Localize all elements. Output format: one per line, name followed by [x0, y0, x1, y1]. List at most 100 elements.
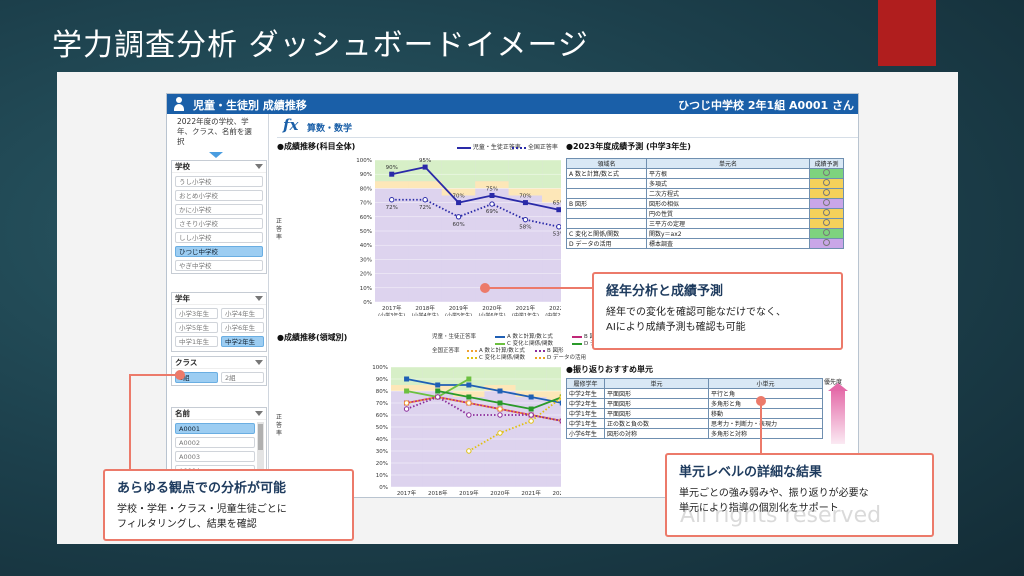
domain-series [406, 396, 561, 422]
face-icon [823, 169, 830, 176]
band-mid [422, 385, 454, 391]
unit-cell: 関数y＝ax2 [646, 228, 810, 239]
name-filter-label: 名前 [175, 409, 190, 418]
grade-option[interactable]: 中学1年生 [175, 336, 218, 347]
filter-clear-icon[interactable] [255, 360, 263, 365]
prediction-row: 多項式 [566, 178, 844, 189]
school-option[interactable]: ひつじ中学校 [175, 246, 263, 257]
band-low [453, 397, 485, 487]
filter-clear-icon[interactable] [255, 164, 263, 169]
prediction-row: A 数と計算/数と式 平方根 [566, 168, 844, 179]
review-row: 小学6年生 図形の対称 多角形と対称 [566, 428, 823, 439]
review-cell: 平面図形 [604, 408, 709, 419]
callout-line: AIにより成績予測も確認も可能 [606, 322, 746, 333]
callout-dot [480, 283, 490, 293]
national-series-point [389, 197, 395, 203]
domain-series-point [528, 394, 534, 400]
col-header: 単元名 [646, 158, 810, 169]
filter-clear-icon[interactable] [255, 296, 263, 301]
face-icon [823, 239, 830, 246]
band-mid [375, 181, 409, 189]
x-tick-label: 2019年 [459, 489, 479, 497]
student-series-point [422, 164, 428, 170]
legend-item: 児童・生徒正答率 [432, 332, 476, 340]
forecast-cell [809, 218, 844, 229]
domain-series [406, 378, 561, 404]
callout-dot [175, 370, 185, 380]
class-option[interactable]: 2組 [221, 372, 264, 383]
y-tick-label: 60% [376, 413, 388, 419]
school-option[interactable]: うし小学校 [175, 176, 263, 187]
y-tick-label: 80% [376, 389, 388, 395]
class-filter: クラス 1組 2組 [171, 356, 267, 386]
domain-series-point [404, 376, 410, 382]
domain-series-point [404, 388, 410, 394]
grade-option[interactable]: 中学2年生 [221, 336, 264, 347]
filter-hint: 2022年度の学校、学年、クラス、名前を選択 [177, 117, 252, 146]
review-cell: 多角形と対称 [708, 428, 823, 439]
legend-swatch [572, 342, 582, 345]
y-tick-label: 80% [360, 186, 372, 192]
school-option[interactable]: おとめ小学校 [175, 190, 263, 201]
subject-bar: fx 算数・数学 [277, 116, 858, 138]
review-cell: 小学6年生 [566, 428, 605, 439]
national-series [391, 198, 560, 228]
domain-series-point [435, 394, 441, 400]
grade-option[interactable]: 小学5年生 [175, 322, 218, 333]
col-header: 履修学年 [566, 378, 605, 389]
national-series-data-label: 60% [452, 222, 464, 228]
band-low [546, 403, 561, 487]
y-axis-label: 正 [276, 218, 282, 225]
name-list-scrollbar[interactable] [257, 422, 264, 484]
band-mid [508, 188, 543, 196]
school-option[interactable]: やぎ中学校 [175, 260, 263, 271]
legend-swatch [495, 342, 505, 345]
domain-series-point [528, 412, 534, 418]
grade-option[interactable]: 小学6年生 [221, 322, 264, 333]
band-high [484, 367, 516, 385]
forecast-cell [809, 198, 844, 209]
name-option[interactable]: A0002 [175, 437, 255, 448]
unit-cell: 図形の相似 [646, 198, 810, 209]
school-option[interactable]: しし小学校 [175, 232, 263, 243]
prediction-row: 三平方の定理 [566, 218, 844, 229]
review-cell: 平面図形 [604, 388, 709, 399]
legend-swatch [572, 335, 582, 338]
name-option[interactable]: A0003 [175, 451, 255, 462]
domain-series-point [403, 406, 410, 412]
national-series-point [522, 216, 529, 223]
school-option[interactable]: さそり小学校 [175, 218, 263, 229]
legend-label: 全国正答率 [432, 348, 460, 354]
student-series-data-label: 90% [386, 165, 398, 171]
y-tick-label: 0% [379, 485, 388, 491]
filter-clear-icon[interactable] [255, 411, 263, 416]
grade-option[interactable]: 小学3年生 [175, 308, 218, 319]
person-icon [173, 97, 185, 111]
y-tick-label: 30% [376, 449, 388, 455]
grade-filter: 学年 小学3年生 小学4年生 小学5年生 小学6年生 中学1年生 中学2年生 [171, 292, 267, 352]
grade-option[interactable]: 小学4年生 [221, 308, 264, 319]
review-cell: 中学2年生 [566, 388, 605, 399]
x-tick-grade: (小学3年生) [393, 497, 420, 498]
domain-series-point [497, 388, 503, 394]
student-series-point [489, 193, 495, 198]
national-series-point [489, 201, 495, 207]
x-tick-grade: (中学2年生) [545, 312, 561, 316]
name-option[interactable]: A0001 [175, 423, 255, 434]
unit-cell: 円の性質 [646, 208, 810, 219]
review-table: 履修学年 単元 小単元 中学2年生 平面図形 平行と角 中学2年生 平面図形 多角形と角中… [566, 378, 823, 439]
callout-title: 単元レベルの詳細な結果 [679, 465, 823, 480]
prediction-row: B 図形 図形の相似 [566, 198, 844, 209]
review-title: ●振り返りおすすめ単元 [566, 365, 653, 374]
student-series-data-label: 75% [486, 187, 498, 193]
filter-callout: あらゆる観点での分析が可能 学校・学年・クラス・児童生徒ごとに フィルタリングし… [103, 469, 354, 541]
domain-series-point [466, 376, 472, 382]
review-cell: 中学1年生 [566, 408, 605, 419]
chart2-title: ●成績推移(領域別) [277, 333, 348, 342]
domain-series-point [466, 400, 472, 406]
school-option[interactable]: かに小学校 [175, 204, 263, 215]
chart1-title: ●成績推移(科目全体) [277, 142, 356, 151]
y-tick-label: 30% [360, 257, 372, 263]
area-cell: D データの活用 [566, 238, 647, 249]
domain-series-point [497, 406, 503, 412]
